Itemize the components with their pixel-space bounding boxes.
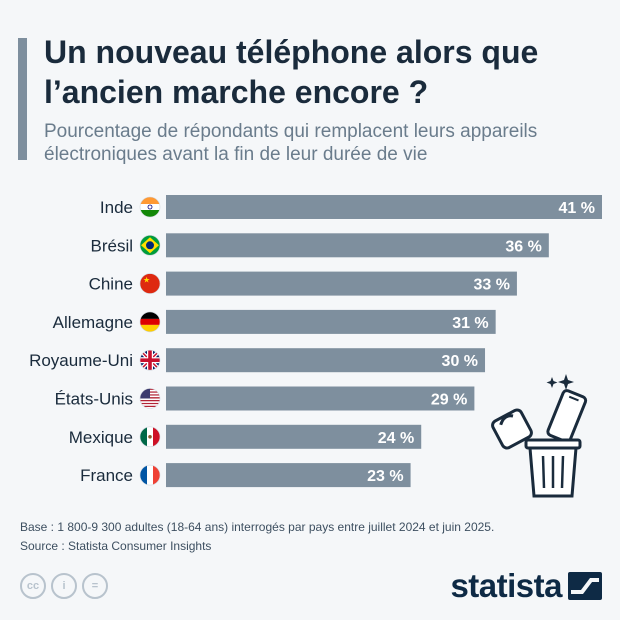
category-label: Chine: [89, 275, 133, 294]
statista-logo-icon: [568, 572, 602, 600]
bar: [166, 348, 486, 373]
flag-uk-icon: [139, 349, 161, 371]
bar: [166, 233, 549, 258]
value-label: 24 %: [378, 430, 414, 447]
flag-france-icon: [139, 464, 161, 486]
chart-subtitle: Pourcentage de répondants qui remplacent…: [44, 121, 538, 165]
category-label: Royaume-Uni: [29, 351, 133, 370]
value-label: 33 %: [473, 277, 509, 294]
phone-in-trash-illustration: [491, 374, 588, 498]
value-label: 36 %: [505, 238, 541, 255]
bar-row: États-Unis 29 %: [55, 386, 475, 411]
bar-row: Brésil 36 %: [90, 233, 549, 258]
flag-germany-icon: [139, 311, 161, 333]
creative-commons-icon[interactable]: cc: [20, 573, 46, 599]
value-label: 30 %: [442, 353, 478, 370]
attribution-icon[interactable]: i: [51, 573, 77, 599]
bar-row: Royaume-Uni 30 %: [29, 348, 486, 373]
statista-logo[interactable]: statista: [450, 567, 602, 604]
license-icons: cc i =: [20, 573, 108, 601]
category-label: Allemagne: [53, 313, 133, 332]
chart-title: Un nouveau téléphone alors que l’ancien …: [44, 34, 539, 110]
flag-usa-icon: [139, 388, 161, 409]
value-label: 29 %: [431, 392, 467, 409]
bar: [166, 271, 517, 296]
flag-china-icon: ★: [139, 273, 161, 294]
title-accent-bar: [18, 38, 27, 160]
value-label: 31 %: [452, 315, 488, 332]
bar: [166, 195, 602, 219]
svg-text:★: ★: [143, 276, 150, 285]
brand-name: statista: [450, 567, 562, 604]
category-label: États-Unis: [55, 390, 133, 409]
category-label: France: [80, 466, 133, 485]
bar: [166, 309, 496, 334]
bar: [166, 463, 411, 488]
bar: [166, 424, 422, 449]
bar-row: Chine ★ 33 %: [89, 271, 517, 296]
no-derivatives-icon[interactable]: =: [82, 573, 108, 599]
bar-chart: Inde 41 % Brésil 36 % Chine ★ 33 % Allemagne 31 …: [29, 195, 602, 488]
flag-brazil-icon: [139, 235, 161, 256]
flag-mexico-icon: [139, 426, 161, 448]
bar-row: France 23 %: [80, 463, 411, 488]
bar-row: Allemagne 31 %: [53, 309, 496, 334]
bar: [166, 386, 475, 411]
source-note: Source : Statista Consumer Insights: [20, 539, 212, 553]
category-label: Brésil: [90, 236, 133, 255]
value-label: 41 %: [559, 200, 595, 217]
bar-row: Mexique 24 %: [69, 424, 422, 449]
flag-india-icon: [139, 196, 161, 218]
bar-row: Inde 41 %: [100, 195, 602, 219]
base-note: Base : 1 800-9 300 adultes (18-64 ans) i…: [20, 520, 495, 534]
value-label: 23 %: [367, 468, 403, 485]
category-label: Mexique: [69, 428, 133, 447]
category-label: Inde: [100, 198, 133, 217]
footnote: Base : 1 800-9 300 adultes (18-64 ans) i…: [20, 518, 610, 556]
